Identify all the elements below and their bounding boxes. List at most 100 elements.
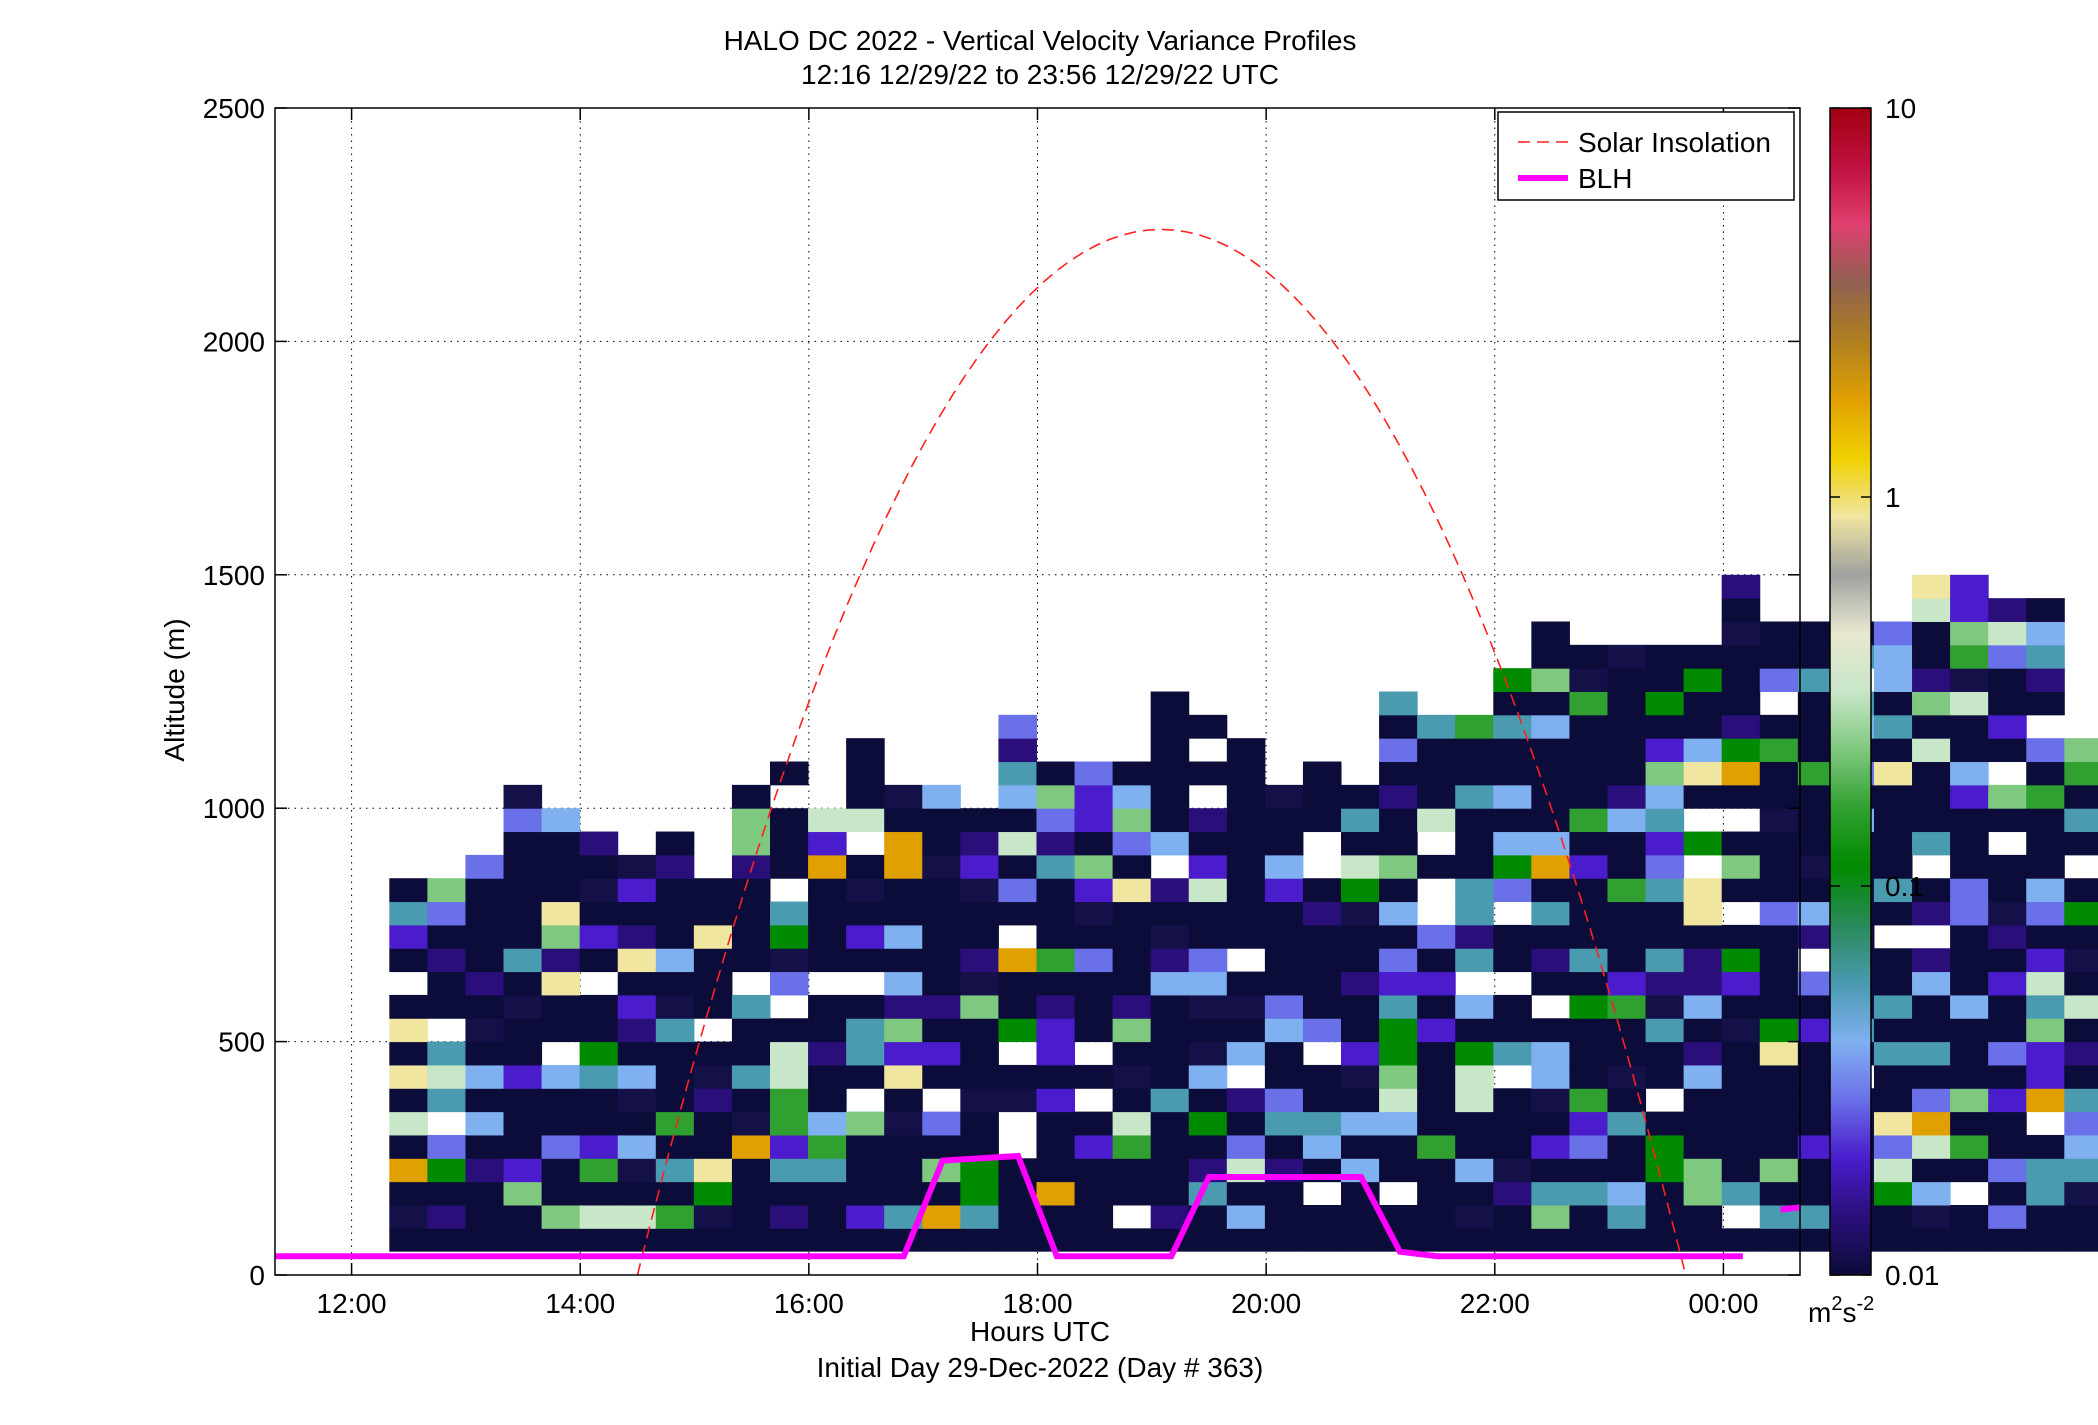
heatmap-cell <box>1950 621 1989 646</box>
heatmap-cell <box>1797 761 1837 786</box>
heatmap-cell <box>1607 971 1647 996</box>
heatmap-cell <box>922 784 961 809</box>
heatmap-cell <box>541 1158 581 1183</box>
heatmap-cell <box>1873 1064 1913 1089</box>
heatmap-cell <box>1112 1088 1152 1113</box>
heatmap-cell <box>731 901 771 926</box>
heatmap-cell <box>1721 761 1761 786</box>
heatmap-cell <box>1188 831 1228 856</box>
heatmap-cell <box>1493 1018 1532 1043</box>
heatmap-cell <box>1112 1181 1152 1206</box>
heatmap-cell <box>541 1018 581 1043</box>
heatmap-cell <box>1531 738 1570 763</box>
heatmap-cell <box>884 878 923 903</box>
heatmap-cell <box>1036 1158 1076 1183</box>
heatmap-cell <box>541 924 581 949</box>
heatmap-cell <box>1036 1111 1076 1136</box>
heatmap-cell <box>655 1181 695 1206</box>
heatmap-cell <box>1797 1228 1837 1252</box>
heatmap-cell <box>998 1204 1037 1229</box>
heatmap-cell <box>1683 924 1723 949</box>
heatmap-cell <box>1493 808 1532 833</box>
heatmap-cell <box>1455 714 1494 739</box>
heatmap-cell <box>1188 994 1228 1019</box>
heatmap-cell <box>2026 598 2065 622</box>
heatmap-cell <box>1683 1181 1723 1206</box>
heatmap-cell <box>960 1064 999 1089</box>
heatmap-cell <box>1683 1228 1723 1252</box>
heatmap-cell <box>1912 784 1951 809</box>
y-tick-label: 1500 <box>203 560 265 591</box>
heatmap-cell <box>1721 948 1761 973</box>
heatmap-cell <box>846 808 885 833</box>
heatmap-cell <box>808 924 847 949</box>
heatmap-cell <box>1150 948 1190 973</box>
heatmap-cell <box>1873 994 1913 1019</box>
heatmap-cell <box>1188 1064 1228 1089</box>
y-tick-label: 1000 <box>203 793 265 824</box>
heatmap-cell <box>1721 714 1761 739</box>
heatmap-cell <box>960 948 999 973</box>
heatmap-cell <box>1683 1064 1723 1089</box>
heatmap-cell <box>1074 878 1114 903</box>
heatmap-cell <box>1721 1088 1761 1113</box>
heatmap-cell <box>617 1204 657 1229</box>
heatmap-cell <box>1645 878 1685 903</box>
heatmap-cell <box>808 808 847 833</box>
heatmap-cell <box>617 1064 657 1089</box>
heatmap-cell <box>1150 1134 1190 1159</box>
heatmap-cell <box>1074 924 1114 949</box>
heatmap-cell <box>1226 808 1266 833</box>
heatmap-cell <box>1873 1041 1913 1066</box>
x-tick-label: 22:00 <box>1460 1288 1530 1319</box>
heatmap-cell <box>1569 1041 1608 1066</box>
heatmap-cell <box>731 1111 771 1136</box>
heatmap-cell <box>1950 1228 1989 1252</box>
heatmap-cell <box>1112 1064 1152 1089</box>
heatmap-cell <box>1417 1088 1456 1113</box>
heatmap-cell <box>1150 1064 1190 1089</box>
heatmap-cell <box>1950 738 1989 763</box>
heatmap-cell <box>579 1041 619 1066</box>
heatmap-cell <box>1036 831 1076 856</box>
heatmap-cell <box>1379 691 1418 716</box>
heatmap-cell <box>1531 784 1570 809</box>
heatmap-cell <box>1645 808 1685 833</box>
heatmap-cell <box>960 1204 999 1229</box>
heatmap-cell <box>1302 1111 1342 1136</box>
heatmap-cell <box>1721 878 1761 903</box>
y-tick-label: 2000 <box>203 326 265 357</box>
chart-subtitle: 12:16 12/29/22 to 23:56 12/29/22 UTC <box>801 59 1279 90</box>
colorbar-tick-label: 1 <box>1885 482 1901 513</box>
heatmap-cell <box>579 924 619 949</box>
heatmap-cell <box>465 971 505 996</box>
heatmap-cell <box>960 1088 999 1113</box>
heatmap-cell <box>884 1111 923 1136</box>
heatmap-cell <box>541 831 581 856</box>
heatmap-cell <box>1341 1204 1380 1229</box>
heatmap-cell <box>1341 948 1380 973</box>
heatmap-cell <box>1112 854 1152 879</box>
heatmap-cell <box>1912 831 1951 856</box>
heatmap-cell <box>1379 1204 1418 1229</box>
heatmap-cell <box>465 1158 505 1183</box>
heatmap-cell <box>1873 878 1913 903</box>
heatmap-cell <box>884 1204 923 1229</box>
heatmap-cell <box>1112 1018 1152 1043</box>
heatmap-cell <box>1569 1088 1608 1113</box>
heatmap-cell <box>2026 1064 2065 1089</box>
heatmap-cell <box>1645 644 1685 669</box>
heatmap-cell <box>389 1088 428 1113</box>
heatmap-cell <box>1036 878 1076 903</box>
heatmap-cell <box>1759 1018 1799 1043</box>
heatmap-cell <box>1036 761 1076 786</box>
heatmap-cell <box>1455 1228 1494 1252</box>
heatmap-cell <box>1950 1134 1989 1159</box>
heatmap-cell <box>1150 994 1190 1019</box>
heatmap-cell <box>1912 971 1951 996</box>
heatmap-cell <box>1759 1134 1799 1159</box>
heatmap-cell <box>960 994 999 1019</box>
heatmap-cell <box>998 808 1037 833</box>
heatmap-cell <box>655 1204 695 1229</box>
heatmap-cell <box>503 1111 543 1136</box>
